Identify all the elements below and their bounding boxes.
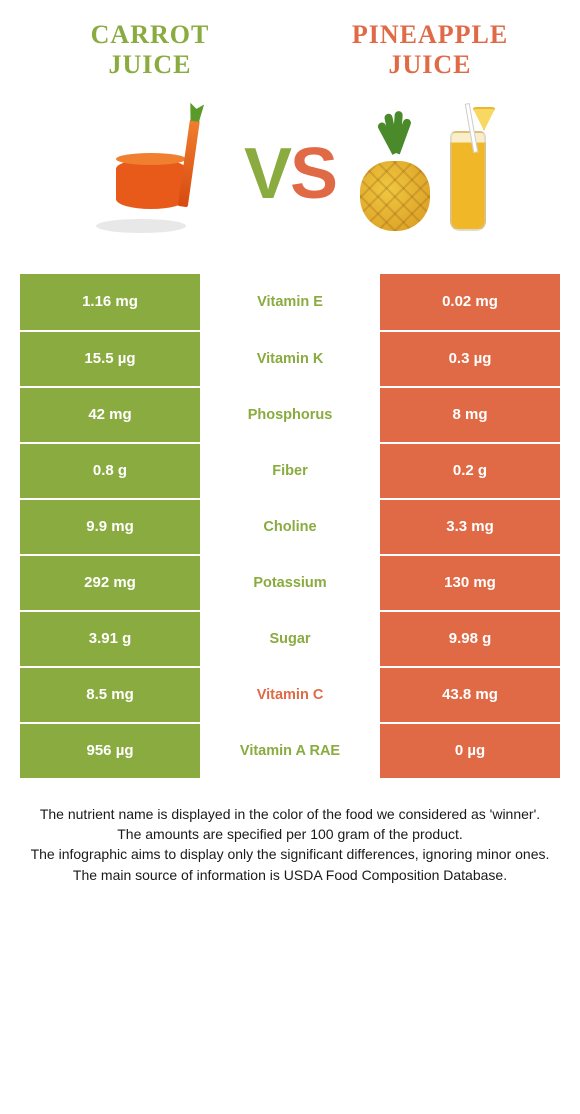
nutrient-name: Vitamin C — [200, 666, 380, 722]
table-row: 1.16 mgVitamin E0.02 mg — [20, 274, 560, 330]
title-left-line1: CARROT — [91, 20, 210, 49]
value-left: 1.16 mg — [20, 274, 200, 330]
table-row: 42 mgPhosphorus8 mg — [20, 386, 560, 442]
pineapple-juice-image — [354, 109, 504, 239]
table-row: 8.5 mgVitamin C43.8 mg — [20, 666, 560, 722]
value-left: 9.9 mg — [20, 498, 200, 554]
titles-row: CARROT JUICE PINEAPPLE JUICE — [10, 20, 570, 80]
value-right: 0.3 µg — [380, 330, 560, 386]
title-left-line2: JUICE — [108, 50, 191, 79]
comparison-table: 1.16 mgVitamin E0.02 mg15.5 µgVitamin K0… — [20, 274, 560, 778]
value-left: 3.91 g — [20, 610, 200, 666]
value-right: 8 mg — [380, 386, 560, 442]
value-right: 3.3 mg — [380, 498, 560, 554]
nutrient-name: Vitamin A RAE — [200, 722, 380, 778]
note-line-4: The main source of information is USDA F… — [24, 865, 556, 885]
value-left: 42 mg — [20, 386, 200, 442]
title-left: CARROT JUICE — [40, 20, 260, 80]
table-row: 292 mgPotassium130 mg — [20, 554, 560, 610]
nutrient-name: Choline — [200, 498, 380, 554]
title-right: PINEAPPLE JUICE — [320, 20, 540, 80]
table-row: 9.9 mgCholine3.3 mg — [20, 498, 560, 554]
nutrient-name: Vitamin K — [200, 330, 380, 386]
value-left: 15.5 µg — [20, 330, 200, 386]
value-right: 43.8 mg — [380, 666, 560, 722]
value-right: 130 mg — [380, 554, 560, 610]
vs-label: VS — [244, 133, 336, 215]
vs-v: V — [244, 134, 290, 214]
footer-note: The nutrient name is displayed in the co… — [10, 804, 570, 885]
infographic-container: CARROT JUICE PINEAPPLE JUICE VS — [0, 0, 580, 905]
nutrient-name: Fiber — [200, 442, 380, 498]
value-left: 8.5 mg — [20, 666, 200, 722]
nutrient-name: Sugar — [200, 610, 380, 666]
value-left: 292 mg — [20, 554, 200, 610]
value-right: 0.2 g — [380, 442, 560, 498]
carrot-juice-image — [76, 109, 226, 239]
value-right: 9.98 g — [380, 610, 560, 666]
hero-row: VS — [10, 104, 570, 244]
title-right-line2: JUICE — [388, 50, 471, 79]
value-right: 0.02 mg — [380, 274, 560, 330]
table-row: 956 µgVitamin A RAE0 µg — [20, 722, 560, 778]
value-left: 0.8 g — [20, 442, 200, 498]
note-line-1: The nutrient name is displayed in the co… — [24, 804, 556, 824]
table-row: 0.8 gFiber0.2 g — [20, 442, 560, 498]
value-left: 956 µg — [20, 722, 200, 778]
table-row: 3.91 gSugar9.98 g — [20, 610, 560, 666]
vs-s: S — [290, 134, 336, 214]
title-right-line1: PINEAPPLE — [352, 20, 508, 49]
nutrient-name: Potassium — [200, 554, 380, 610]
nutrient-name: Phosphorus — [200, 386, 380, 442]
value-right: 0 µg — [380, 722, 560, 778]
table-row: 15.5 µgVitamin K0.3 µg — [20, 330, 560, 386]
nutrient-name: Vitamin E — [200, 274, 380, 330]
note-line-2: The amounts are specified per 100 gram o… — [24, 824, 556, 844]
note-line-3: The infographic aims to display only the… — [24, 844, 556, 864]
